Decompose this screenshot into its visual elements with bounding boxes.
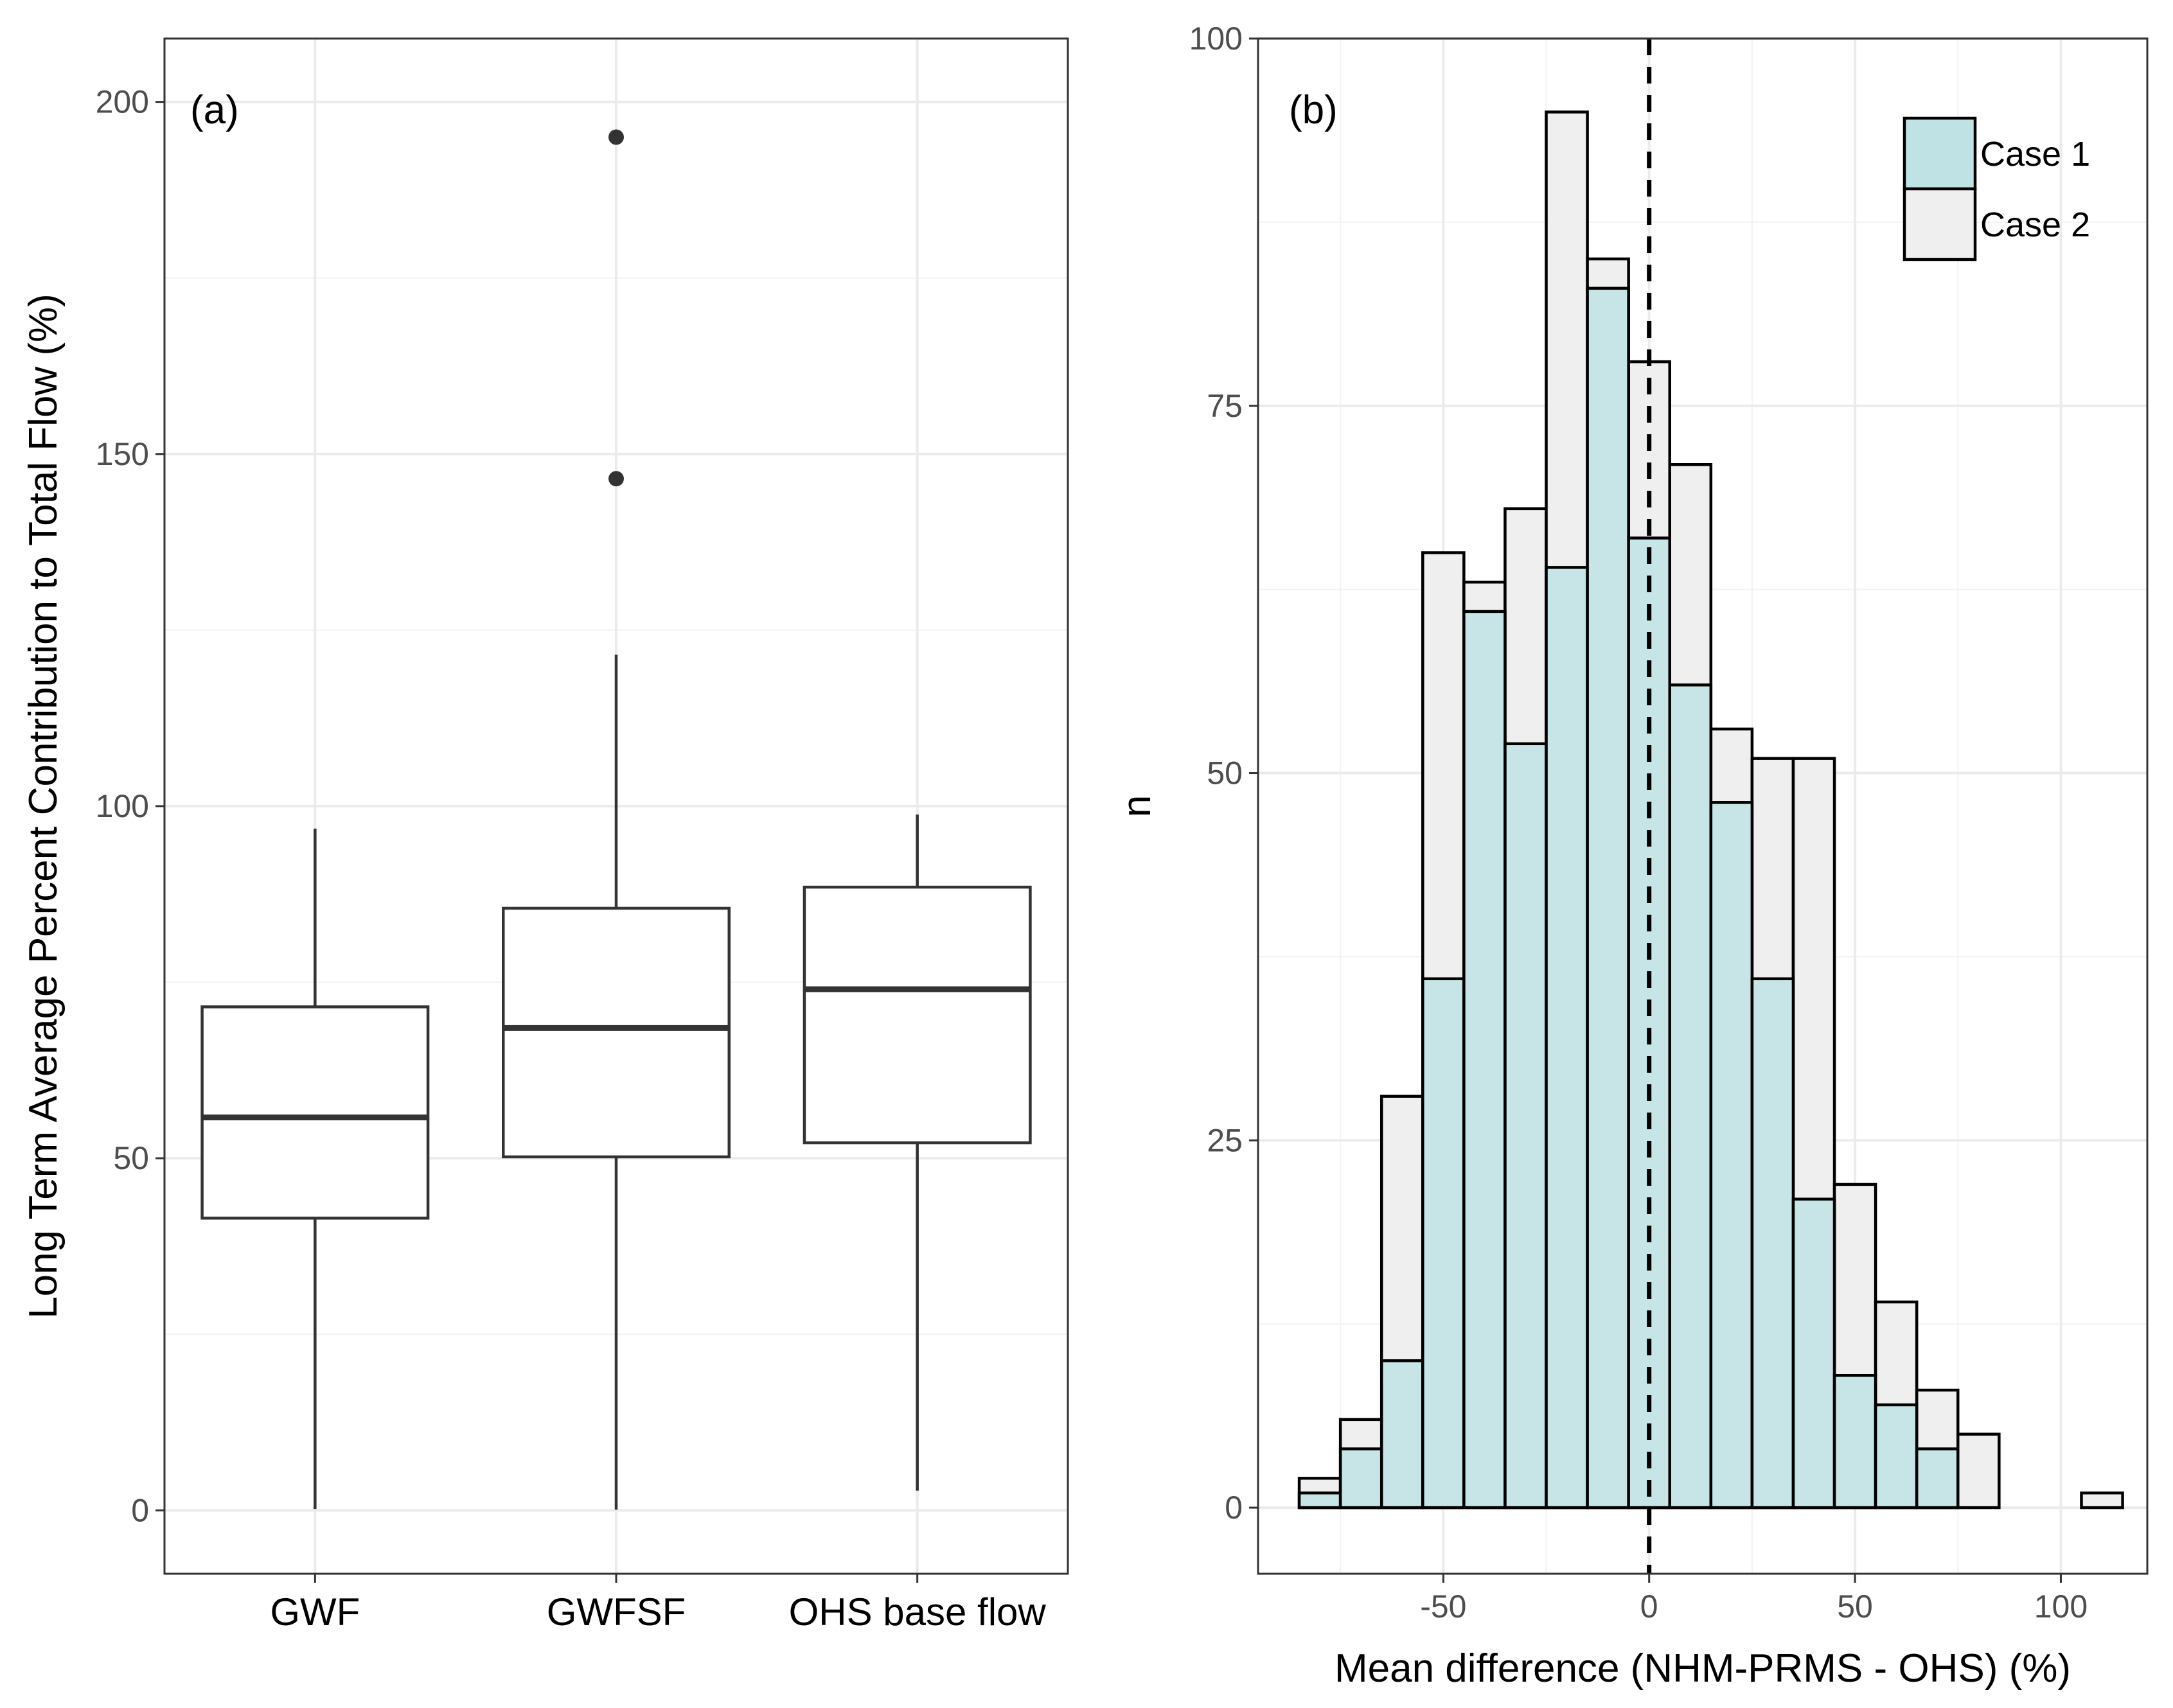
hist-bar — [1670, 685, 1711, 1508]
hist-bar — [1423, 979, 1464, 1508]
box-iqr — [804, 887, 1031, 1143]
hist-bar — [1299, 1493, 1340, 1508]
hist-bar — [1958, 1434, 1999, 1508]
y-tick-label: 0 — [131, 1492, 149, 1528]
panel-b-histogram: 0 25 50 75 100 -50 0 50 100 (b) n Mean differenc… — [1115, 21, 2147, 1691]
x-tick-label: GWF — [270, 1590, 360, 1633]
x-tick-label: 100 — [2034, 1589, 2088, 1624]
hist-bar — [1381, 1360, 1423, 1508]
panel-b-label: (b) — [1289, 88, 1338, 132]
legend-swatch-case-1 — [1904, 118, 1975, 189]
y-tick-label: 50 — [1207, 755, 1243, 791]
hist-bar — [1752, 979, 1793, 1508]
panel-a-y-axis-title: Long Term Average Percent Contribution t… — [21, 294, 66, 1319]
hist-bar — [1464, 612, 1505, 1508]
legend-label-case-2: Case 2 — [1980, 206, 2090, 244]
figure: 0 50 100 150 200 GWF GWFSF OHS base flow (a) Lo… — [0, 0, 2173, 1708]
legend-swatch-case-2 — [1904, 189, 1975, 260]
hist-bar — [1711, 802, 1752, 1508]
hist-bar — [1505, 744, 1546, 1508]
y-tick-label: 150 — [96, 436, 149, 472]
panel-b-x-axis-title: Mean difference (NHM-PRMS - OHS) (%) — [1335, 1646, 2071, 1691]
x-tick-label: -50 — [1420, 1589, 1466, 1624]
hist-bar — [1917, 1449, 1958, 1508]
x-tick-label: GWFSF — [547, 1590, 686, 1633]
y-tick-label: 50 — [113, 1140, 149, 1176]
y-tick-label: 100 — [1189, 21, 1243, 57]
y-tick-label: 25 — [1207, 1122, 1243, 1158]
y-tick-label: 100 — [96, 788, 149, 824]
hist-bar — [2081, 1493, 2122, 1508]
box-iqr — [202, 1007, 429, 1218]
y-tick-label: 0 — [1225, 1490, 1243, 1526]
hist-bar — [1629, 538, 1670, 1508]
hist-bar — [1793, 1199, 1834, 1508]
outlier-point — [608, 129, 624, 145]
legend-label-case-1: Case 1 — [1980, 135, 2090, 173]
panel-b-y-axis-title: n — [1115, 795, 1159, 817]
hist-bar — [1834, 1375, 1876, 1508]
hist-bar — [1547, 567, 1588, 1508]
hist-bar — [1876, 1405, 1917, 1508]
y-tick-label: 75 — [1207, 388, 1243, 424]
x-tick-label: 0 — [1640, 1589, 1658, 1624]
box-iqr — [503, 908, 729, 1157]
x-tick-label: 50 — [1837, 1589, 1873, 1624]
outlier-point — [608, 471, 624, 486]
panel-a-boxplot: 0 50 100 150 200 GWF GWFSF OHS base flow (a) Lo… — [21, 39, 1068, 1633]
panel-a-label: (a) — [190, 88, 239, 132]
hist-bar — [1340, 1449, 1381, 1508]
y-tick-label: 200 — [96, 84, 149, 120]
hist-bar — [1588, 288, 1629, 1508]
x-tick-label: OHS base flow — [789, 1590, 1047, 1633]
